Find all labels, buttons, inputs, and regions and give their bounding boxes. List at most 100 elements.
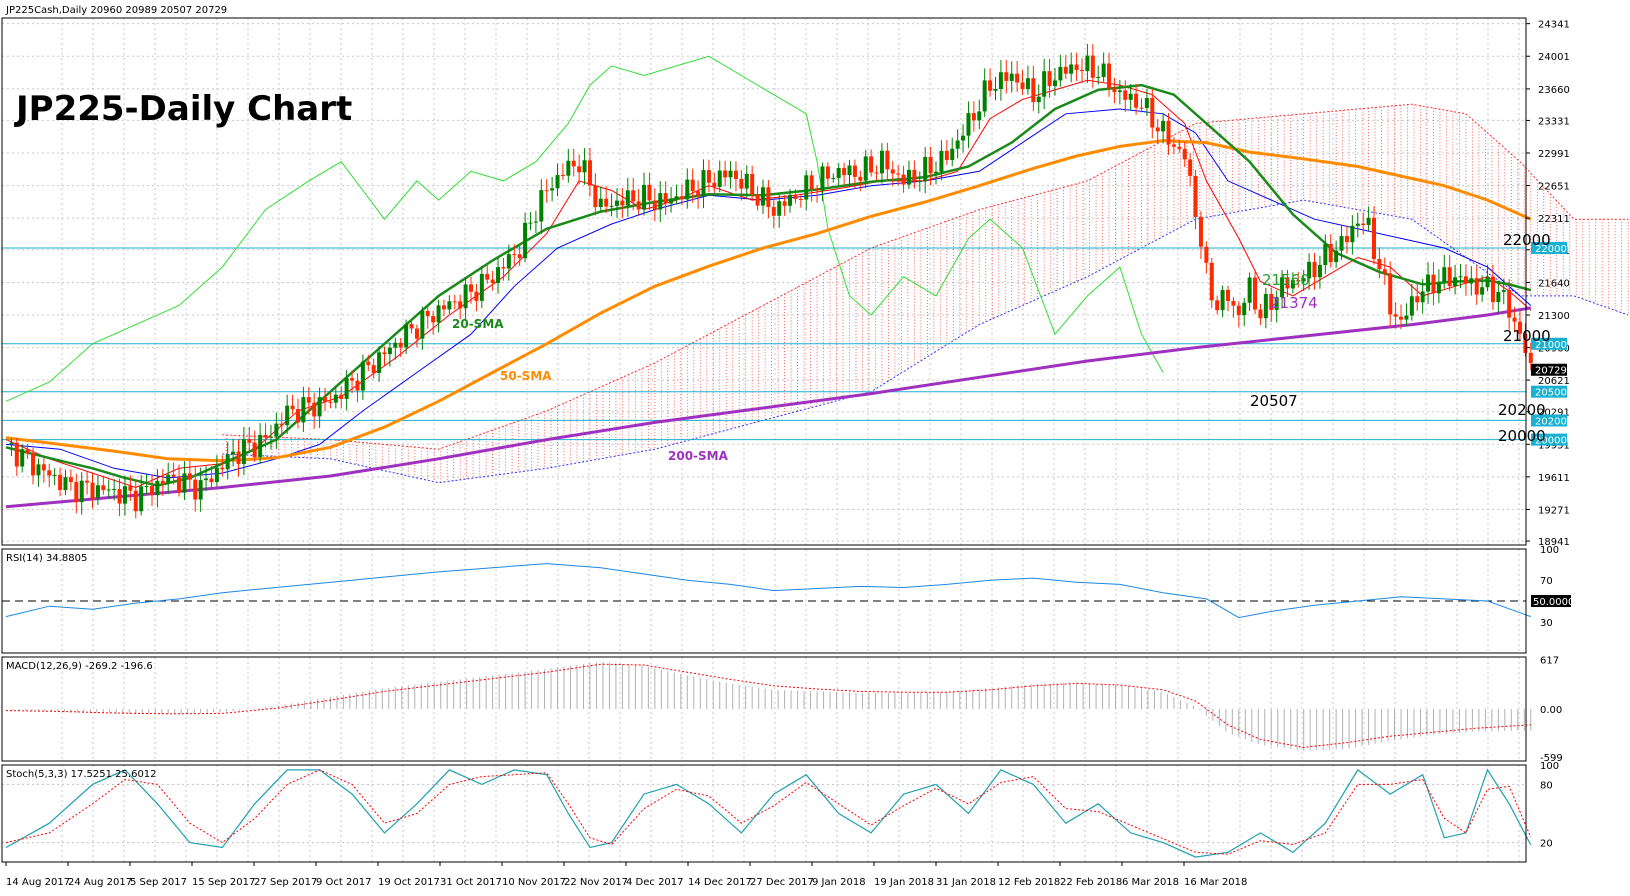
price-tick-label: 19611 <box>1538 473 1570 484</box>
candle-bull <box>717 170 722 187</box>
stoch-main-line <box>5 768 1532 858</box>
candle-bear <box>1107 63 1112 89</box>
candle-bull <box>1290 280 1295 289</box>
candle-bear <box>512 254 517 256</box>
candle-bull <box>79 480 84 503</box>
candle-bull <box>1220 290 1225 311</box>
candle-bull <box>879 150 884 174</box>
macd-tick-label: 0.00 <box>1540 705 1562 716</box>
price-box-21000 <box>1531 337 1567 350</box>
candle-bear <box>1166 120 1171 145</box>
candle-bear <box>750 173 755 195</box>
candle-bear <box>1447 267 1452 287</box>
candle-bull <box>1052 80 1057 87</box>
candle-bull <box>566 160 571 176</box>
candle-bull <box>669 198 674 204</box>
candle-bear <box>890 169 895 174</box>
level-label-20000: 20000 <box>1498 427 1546 445</box>
chart-title: JP225-Daily Chart <box>14 89 352 129</box>
candle-bear <box>252 442 257 458</box>
price-box-20729 <box>1531 363 1567 376</box>
candle-bull <box>760 187 765 206</box>
candle-bull <box>658 193 663 210</box>
candle-bear <box>1063 66 1068 74</box>
candle-bull <box>144 486 149 488</box>
candle-bull <box>614 200 619 206</box>
candle-bear <box>1204 246 1209 263</box>
candle-bull <box>344 378 349 399</box>
candle-bear <box>944 150 949 160</box>
candle-bear <box>733 170 738 179</box>
candle-bear <box>793 194 798 200</box>
candle-bear <box>371 365 376 373</box>
candle-bear <box>501 267 506 269</box>
candle-bull <box>1280 277 1285 298</box>
candle-bull <box>1128 93 1133 100</box>
candle-bull <box>609 205 614 207</box>
axes: 2434124001236602333122991226512231121981… <box>5 20 1574 888</box>
candle-bear <box>652 200 657 210</box>
candle-bear <box>544 190 549 192</box>
candle-bear <box>1155 127 1160 132</box>
candle-bear <box>323 397 328 402</box>
date-label: 31 Oct 2017 <box>440 877 502 888</box>
candle-bull <box>387 347 392 355</box>
candle-bear <box>366 361 371 366</box>
candle-bull <box>95 485 100 499</box>
candle-bear <box>1507 290 1512 318</box>
candle-bear <box>1031 78 1036 103</box>
candle-bear <box>295 409 300 423</box>
sma200-label: 200-SMA <box>668 449 729 463</box>
candle-bull <box>1301 278 1306 282</box>
candle-bear <box>1415 296 1420 303</box>
candle-bull <box>701 170 706 197</box>
date-label: 10 Nov 2017 <box>502 877 566 888</box>
candle-bull <box>685 179 690 200</box>
candle-bear <box>485 273 490 280</box>
candle-bear <box>1188 159 1193 176</box>
candle-bear <box>782 201 787 206</box>
candle-bull <box>63 477 68 491</box>
candle-bull <box>1058 66 1063 81</box>
candle-bull <box>993 89 998 91</box>
candle-bull <box>20 449 25 467</box>
candle-bull <box>1366 217 1371 226</box>
price-box-22000 <box>1531 241 1567 254</box>
candle-bear <box>869 156 874 173</box>
date-label: 12 Feb 2018 <box>998 877 1060 888</box>
candle-bear <box>647 184 652 201</box>
candle-bear <box>1382 269 1387 274</box>
candle-bear <box>279 423 284 426</box>
candle-bull <box>966 113 971 136</box>
candle-bull <box>241 439 246 465</box>
candle-bear <box>31 453 36 476</box>
candle-bull <box>285 405 290 426</box>
candle-bear <box>220 467 225 470</box>
candle-bear <box>25 449 30 454</box>
price-box-20200 <box>1531 414 1567 427</box>
candle-bear <box>1004 72 1009 81</box>
candle-bear <box>1296 280 1301 282</box>
candle-bull <box>1323 243 1328 266</box>
candle-bull <box>1307 261 1312 279</box>
candle-bear <box>187 473 192 480</box>
candle-bear <box>41 464 46 471</box>
date-label: 27 Dec 2017 <box>750 877 814 888</box>
candle-bear <box>842 167 847 176</box>
candle-bear <box>68 477 73 483</box>
candle-bear <box>928 157 933 174</box>
candle-bear <box>458 301 463 309</box>
candle-bear <box>247 439 252 443</box>
candle-bear <box>1344 236 1349 243</box>
panel-frames <box>1 17 1527 863</box>
candle-bear <box>149 486 154 496</box>
candle-bull <box>1144 97 1149 109</box>
level-label-22000: 22000 <box>1503 231 1551 249</box>
candle-bear <box>1371 217 1376 260</box>
candle-bear <box>912 169 917 182</box>
candle-bear <box>1377 259 1382 270</box>
candle-bull <box>923 157 928 182</box>
candle-bull <box>258 434 263 458</box>
candle-bull <box>1442 267 1447 282</box>
